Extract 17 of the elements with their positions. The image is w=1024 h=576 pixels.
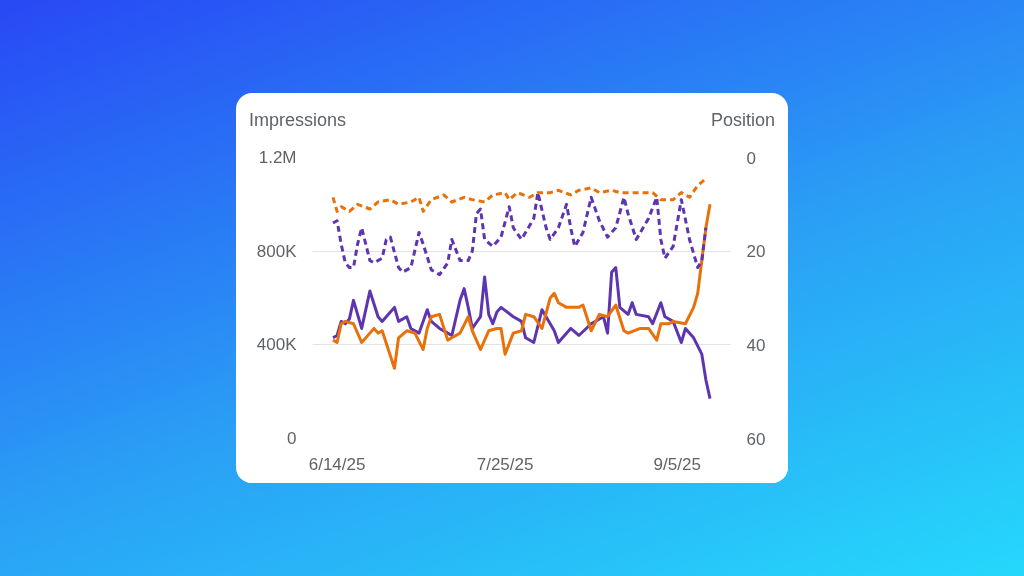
x-tick-label: 9/5/25 xyxy=(653,454,701,474)
y2-tick-label: 40 xyxy=(746,335,766,355)
y-tick-label: 800K xyxy=(256,241,298,261)
y-tick-label: 400K xyxy=(256,335,298,355)
line-series xyxy=(331,177,708,213)
line-series xyxy=(331,266,712,401)
y2-tick-label: 20 xyxy=(746,242,766,262)
y-tick-label: 1.2M xyxy=(258,148,297,167)
x-tick-label: 6/14/25 xyxy=(308,454,366,474)
line-series xyxy=(331,202,712,370)
y-tick-label: 0 xyxy=(287,429,297,448)
y2-tick-label: 60 xyxy=(746,429,766,449)
line-series xyxy=(331,191,708,277)
y-axis-title: Impressions xyxy=(249,109,347,132)
x-tick-label: 7/25/25 xyxy=(476,454,534,474)
y2-axis-title: Position xyxy=(711,109,776,132)
y2-tick-label: 0 xyxy=(746,148,756,168)
